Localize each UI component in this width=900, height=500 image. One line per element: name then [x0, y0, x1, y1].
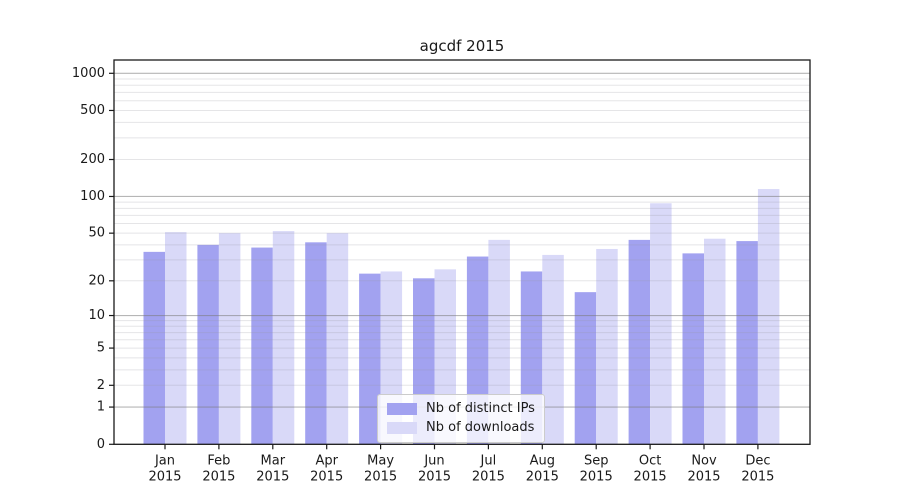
x-tick-label: Mar: [261, 454, 286, 469]
bar-distinct-ips: [305, 242, 327, 445]
bar-downloads: [542, 254, 564, 445]
legend-label-distinct-ips: Nb of distinct IPs: [426, 401, 535, 416]
bar-distinct-ips: [736, 241, 758, 445]
x-tick-label: Jul: [480, 454, 497, 469]
bar-distinct-ips: [682, 253, 704, 445]
x-tick-label: Jun: [423, 454, 444, 469]
bar-distinct-ips: [197, 244, 219, 445]
x-tick-label-year: 2015: [472, 470, 505, 485]
bar-downloads: [218, 233, 241, 445]
y-tick-label: 20: [88, 273, 105, 288]
x-tick-label: Jan: [154, 454, 175, 469]
x-tick-label-year: 2015: [364, 470, 397, 485]
x-tick-label-year: 2015: [256, 470, 289, 485]
bar-distinct-ips: [574, 292, 597, 445]
y-tick-label: 10: [88, 308, 105, 323]
bar-downloads: [650, 203, 672, 445]
legend: Nb of distinct IPs Nb of downloads: [377, 394, 545, 443]
bar-distinct-ips: [251, 247, 273, 445]
x-tick-label-year: 2015: [580, 470, 613, 485]
y-tick-label: 500: [80, 103, 105, 118]
bar-downloads: [272, 231, 295, 445]
chart-title: agcdf 2015: [419, 37, 505, 55]
x-tick-label: Aug: [530, 454, 555, 469]
y-tick-label: 100: [80, 189, 105, 204]
x-tick-label-year: 2015: [418, 470, 451, 485]
legend-item: Nb of distinct IPs: [387, 399, 535, 418]
legend-item: Nb of downloads: [387, 418, 535, 437]
bar-downloads: [326, 233, 349, 445]
y-tick-label: 2: [97, 378, 105, 393]
y-tick-label: 1000: [72, 66, 105, 81]
bar-distinct-ips: [359, 273, 381, 445]
x-tick-label: Apr: [315, 454, 338, 469]
x-tick-label: May: [367, 454, 394, 469]
y-tick-label: 50: [88, 226, 105, 241]
x-tick-label-year: 2015: [310, 470, 343, 485]
x-tick-label: Dec: [745, 454, 770, 469]
x-tick-label-year: 2015: [741, 470, 774, 485]
y-tick-label: 1: [97, 400, 105, 415]
y-tick-label: 200: [80, 152, 105, 167]
bar-distinct-ips: [143, 251, 165, 445]
x-tick-label-year: 2015: [634, 470, 667, 485]
x-tick-label: Oct: [639, 454, 661, 469]
bar-distinct-ips: [628, 239, 651, 445]
bar-downloads: [165, 232, 187, 445]
x-tick-label: Sep: [584, 454, 609, 469]
y-tick-label: 0: [97, 437, 105, 452]
bar-downloads: [704, 238, 726, 445]
plot-border: [113, 59, 811, 445]
x-tick-label: Nov: [691, 454, 717, 469]
x-tick-label: Feb: [207, 454, 230, 469]
bar-downloads: [757, 189, 780, 445]
legend-label-downloads: Nb of downloads: [426, 420, 535, 435]
x-tick-label-year: 2015: [202, 470, 235, 485]
x-tick-label-year: 2015: [526, 470, 559, 485]
legend-swatch-downloads: [387, 421, 417, 434]
bar-downloads: [596, 248, 618, 445]
y-tick-label: 5: [97, 341, 105, 356]
legend-swatch-distinct-ips: [387, 402, 417, 415]
x-tick-label-year: 2015: [148, 470, 181, 485]
bar-downloads: [488, 239, 510, 445]
x-tick-label-year: 2015: [687, 470, 720, 485]
